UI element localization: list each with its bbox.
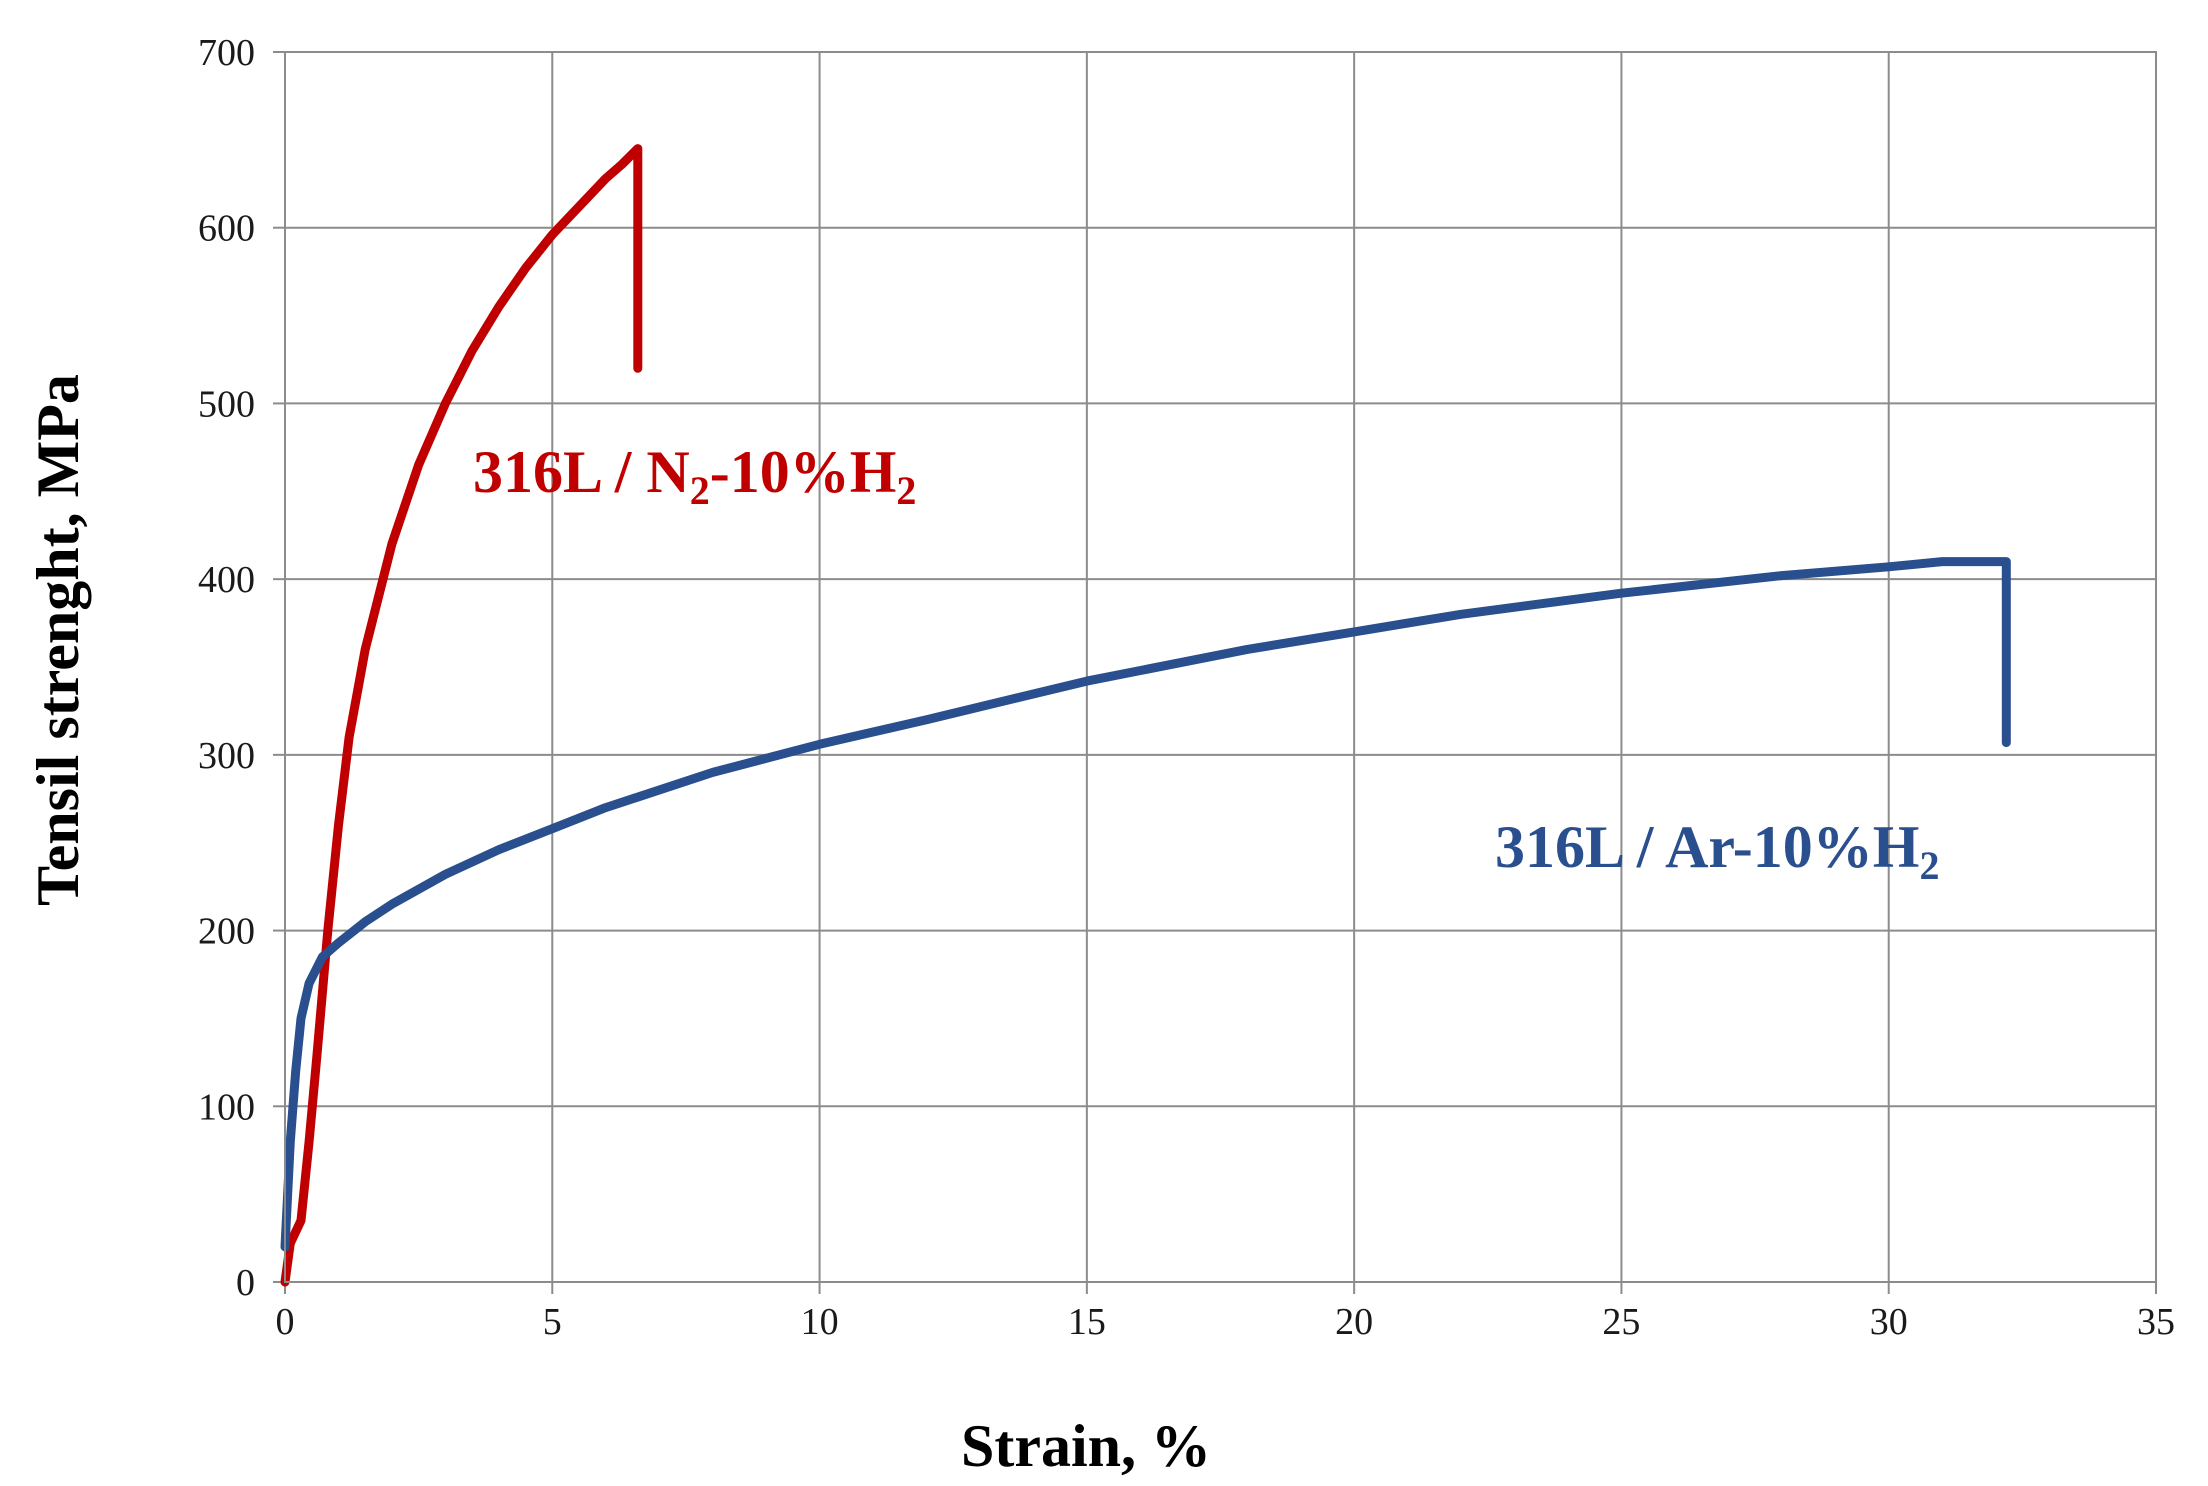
y-tick-label: 700 [198,32,255,74]
grid [284,51,2157,1283]
series-label-n2: 316L / N2-10%H2 [473,439,916,513]
x-tick-label: 15 [1068,1301,1106,1343]
x-tick-label: 10 [801,1301,839,1343]
x-tick-label: 30 [1870,1301,1908,1343]
x-tick-label: 25 [1602,1301,1640,1343]
axis-ticks: 0 5 10 15 20 25 30 35 0 100 200 300 400 500 600 700 [198,32,2175,1343]
series-group [280,144,2011,1287]
series-label-ar: 316L / Ar-10%H2 [1495,814,1939,888]
y-axis-title: Tensil strenght, MPa [25,374,91,906]
x-tick-label: 35 [2137,1301,2175,1343]
y-tick-label: 600 [198,208,255,250]
plot-area-border [284,51,2157,1283]
x-axis-title: Strain, % [961,1413,1211,1479]
x-tick-label: 5 [543,1301,562,1343]
series-line-1 [280,557,2011,1252]
series-label-ar-main: 316L / Ar-10%H [1495,814,1919,880]
y-tick-label: 100 [198,1086,255,1128]
y-tick-label: 300 [198,735,255,777]
series-label-n2-sub2: 2 [896,468,916,513]
series-label-n2-sub1: 2 [690,468,710,513]
series-label-n2-main: 316L / N [473,439,690,505]
y-tick-label: 500 [198,383,255,425]
y-tick-label: 200 [198,911,255,953]
y-tick-label: 400 [198,559,255,601]
series-line-0 [280,144,643,1287]
x-tick-label: 0 [276,1301,295,1343]
series-label-n2-mid: -10%H [710,439,897,505]
y-tick-label: 0 [236,1262,255,1304]
x-tick-label: 20 [1335,1301,1373,1343]
series-label-ar-sub: 2 [1919,843,1939,888]
